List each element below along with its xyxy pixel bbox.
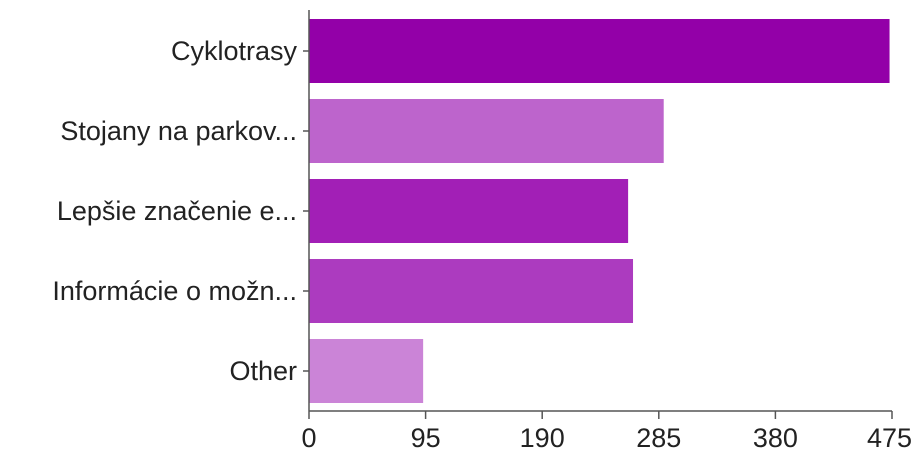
x-tick-label-1: 95 <box>411 423 441 453</box>
x-tick-label-5: 475 <box>867 423 912 453</box>
bar-3 <box>309 259 634 323</box>
category-label-1: Stojany na parkov... <box>60 116 297 146</box>
x-tick-label-0: 0 <box>301 423 316 453</box>
axes-layer <box>303 10 893 419</box>
category-label-3: Informácie o možn... <box>52 276 297 306</box>
x-tick-label-2: 190 <box>520 423 565 453</box>
category-label-0: Cyklotrasy <box>171 36 298 66</box>
x-tick-label-3: 285 <box>636 423 681 453</box>
category-label-2: Lepšie značenie e... <box>57 196 297 226</box>
labels-layer: Cyklotrasy Stojany na parkov... Lepšie zna… <box>52 36 912 453</box>
bars-layer <box>309 19 890 403</box>
category-label-4: Other <box>229 356 297 386</box>
x-tick-label-4: 380 <box>753 423 798 453</box>
bar-4 <box>309 339 424 403</box>
bar-1 <box>309 99 664 163</box>
bar-0 <box>309 19 890 83</box>
bar-2 <box>309 179 629 243</box>
